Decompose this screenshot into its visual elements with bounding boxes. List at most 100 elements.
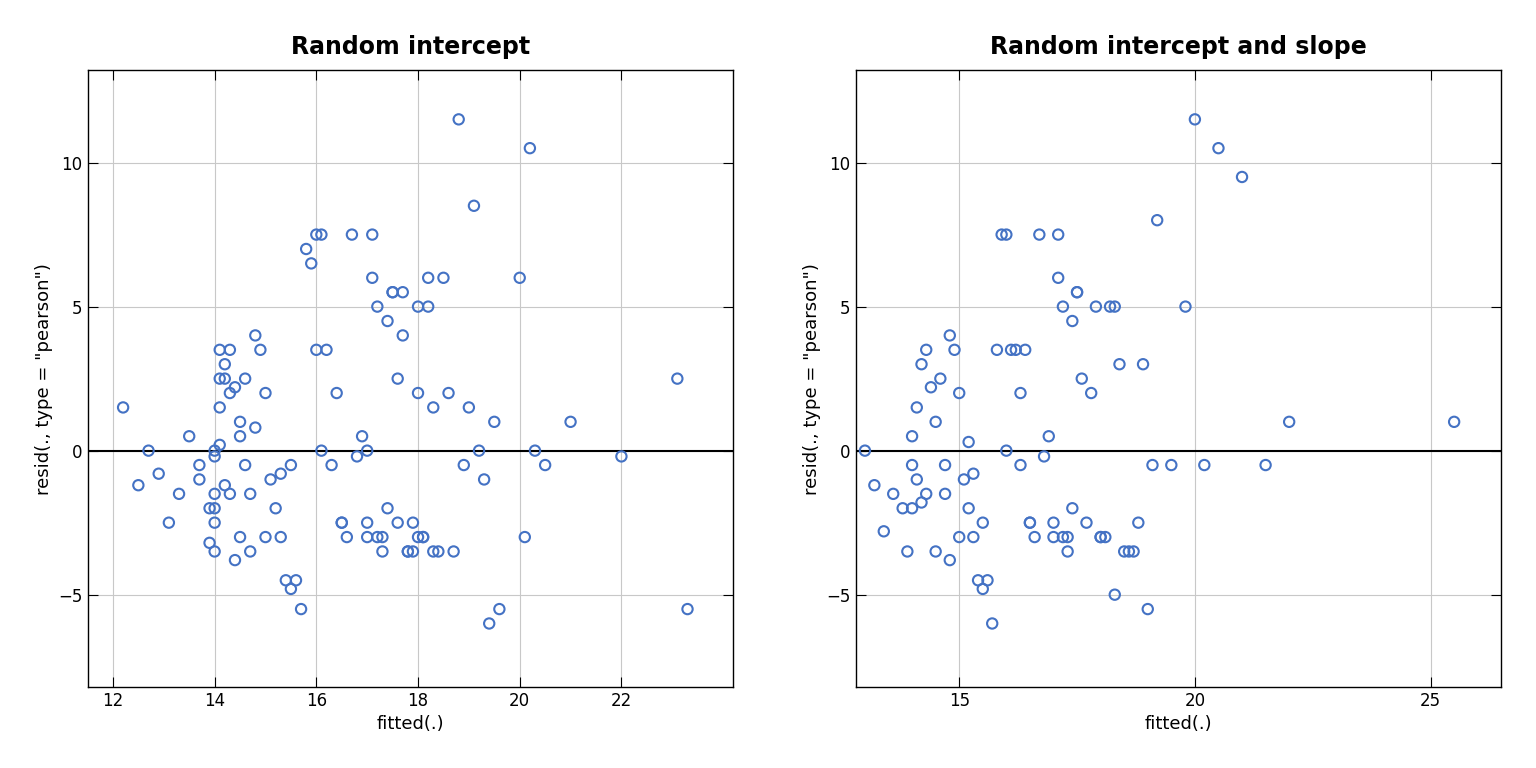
Point xyxy=(111,402,135,414)
Point xyxy=(263,502,287,515)
Point xyxy=(1055,531,1080,543)
Point xyxy=(1008,387,1032,399)
Point xyxy=(1051,300,1075,313)
Point xyxy=(1103,300,1127,313)
Point xyxy=(665,372,690,385)
Point xyxy=(329,517,353,529)
Point xyxy=(476,617,501,630)
Point xyxy=(998,343,1023,356)
Point xyxy=(406,387,430,399)
Point xyxy=(207,372,232,385)
Point xyxy=(273,574,298,587)
Point xyxy=(518,142,542,154)
Point xyxy=(1037,430,1061,442)
Point xyxy=(359,228,384,240)
Point xyxy=(1083,300,1107,313)
Point xyxy=(1041,517,1066,529)
X-axis label: fitted(.): fitted(.) xyxy=(376,715,444,733)
Point xyxy=(871,525,895,538)
Point xyxy=(406,300,430,313)
Point xyxy=(1055,545,1080,558)
Point xyxy=(862,479,886,492)
Y-axis label: resid(., type = "pearson"): resid(., type = "pearson") xyxy=(803,263,820,495)
Point xyxy=(1112,545,1137,558)
Point xyxy=(1130,358,1155,370)
Point xyxy=(243,329,267,342)
Point xyxy=(227,430,252,442)
Point xyxy=(359,272,384,284)
Point xyxy=(410,531,435,543)
Point xyxy=(253,531,278,543)
Point xyxy=(1206,142,1230,154)
Point xyxy=(146,468,170,480)
Point xyxy=(900,430,925,442)
Point xyxy=(895,545,920,558)
Point xyxy=(309,228,333,240)
Point xyxy=(989,228,1014,240)
Point xyxy=(1046,272,1071,284)
Point xyxy=(212,358,237,370)
Point xyxy=(375,502,399,515)
Point xyxy=(472,473,496,485)
Point xyxy=(900,502,925,515)
Point xyxy=(1060,502,1084,515)
Point xyxy=(375,315,399,327)
Point xyxy=(238,545,263,558)
Point xyxy=(203,445,227,457)
Point xyxy=(167,488,192,500)
Point xyxy=(1253,459,1278,472)
Point xyxy=(1023,531,1048,543)
Point xyxy=(227,531,252,543)
Point xyxy=(1069,372,1094,385)
Point xyxy=(923,415,948,428)
Point xyxy=(1094,531,1118,543)
Point xyxy=(1018,517,1043,529)
Point xyxy=(249,343,273,356)
Point xyxy=(227,415,252,428)
Point xyxy=(406,531,430,543)
Point xyxy=(203,450,227,462)
Point xyxy=(203,545,227,558)
Point xyxy=(1192,459,1217,472)
Point xyxy=(233,372,258,385)
Point xyxy=(1107,358,1132,370)
Point xyxy=(157,517,181,529)
Point xyxy=(126,479,151,492)
Point xyxy=(309,445,333,457)
Point xyxy=(223,554,247,566)
Point xyxy=(985,343,1009,356)
Y-axis label: resid(., type = "pearson"): resid(., type = "pearson") xyxy=(35,263,52,495)
Point xyxy=(1089,531,1114,543)
Point xyxy=(289,603,313,615)
Point xyxy=(1060,315,1084,327)
Point xyxy=(852,445,877,457)
Point xyxy=(1089,531,1114,543)
Point xyxy=(1018,517,1043,529)
Point xyxy=(952,473,977,485)
Point xyxy=(366,300,390,313)
Point xyxy=(441,545,465,558)
X-axis label: fitted(.): fitted(.) xyxy=(1144,715,1212,733)
Point xyxy=(522,445,547,457)
Point xyxy=(212,479,237,492)
Point xyxy=(676,603,700,615)
Point xyxy=(482,415,507,428)
Point xyxy=(203,488,227,500)
Point xyxy=(1160,459,1184,472)
Point xyxy=(1012,343,1037,356)
Point xyxy=(278,583,303,595)
Point xyxy=(432,272,456,284)
Point xyxy=(258,473,283,485)
Point xyxy=(507,272,531,284)
Point xyxy=(891,502,915,515)
Point xyxy=(304,228,329,240)
Point xyxy=(513,531,538,543)
Point xyxy=(1135,603,1160,615)
Title: Random intercept: Random intercept xyxy=(290,35,530,58)
Point xyxy=(187,473,212,485)
Point xyxy=(421,402,445,414)
Point xyxy=(946,387,971,399)
Point xyxy=(980,617,1005,630)
Point xyxy=(278,459,303,472)
Point xyxy=(932,488,957,500)
